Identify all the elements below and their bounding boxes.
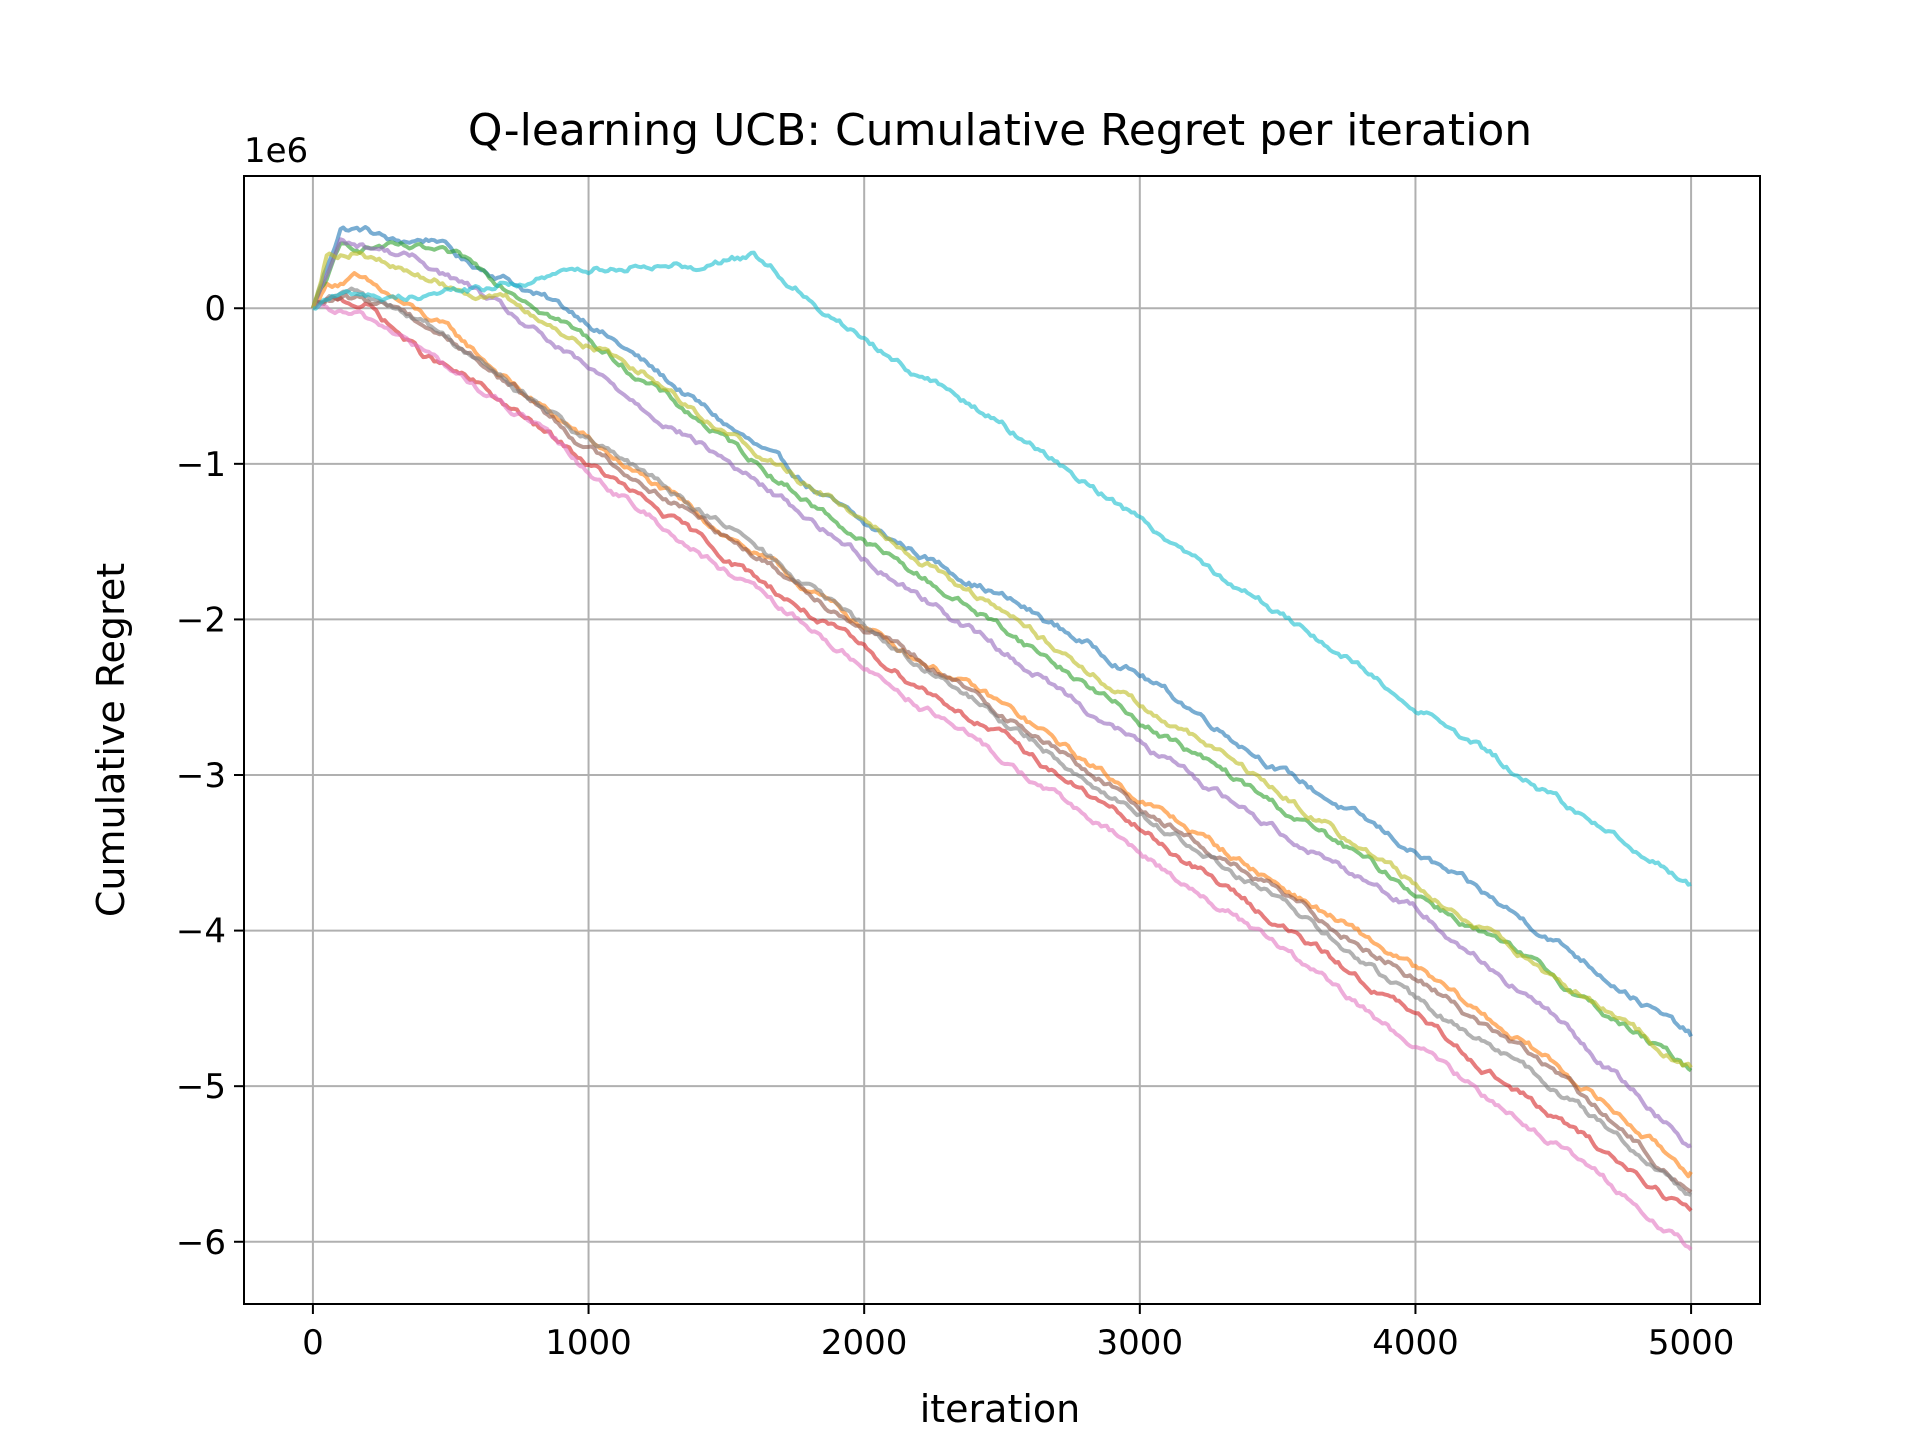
x-tick-label: 5000	[1648, 1323, 1735, 1363]
x-tick-label: 4000	[1372, 1323, 1459, 1363]
x-tick-label: 3000	[1097, 1323, 1184, 1363]
y-tick-label: −4	[176, 912, 226, 952]
x-axis-label: iteration	[920, 1387, 1081, 1431]
y-tick-label: 0	[204, 289, 226, 329]
x-tick-label: 2000	[821, 1323, 908, 1363]
series-line	[311, 294, 1693, 1212]
series-line	[311, 302, 1693, 1251]
x-tick-label: 1000	[545, 1323, 632, 1363]
y-axis-ticks: 0 −1 −2 −3 −4 −5 −6	[176, 289, 244, 1263]
series-line	[311, 286, 1692, 1197]
series-line	[311, 225, 1693, 1038]
x-axis-ticks: 0 1000 2000 3000 4000 5000	[302, 1304, 1734, 1363]
y-tick-label: −3	[176, 756, 226, 796]
y-tick-label: −1	[176, 445, 226, 485]
y-tick-label: −2	[176, 600, 226, 640]
series-line	[310, 250, 1693, 1069]
y-tick-label: −5	[176, 1067, 226, 1107]
y-axis-offset-text: 1e6	[244, 131, 308, 171]
series-lines	[310, 225, 1693, 1251]
grid-lines	[244, 176, 1760, 1304]
series-line	[311, 237, 1692, 1149]
chart-title: Q-learning UCB: Cumulative Regret per it…	[468, 105, 1532, 156]
y-tick-label: −6	[176, 1223, 226, 1263]
x-tick-label: 0	[302, 1323, 324, 1363]
series-line	[312, 250, 1692, 887]
series-line	[311, 271, 1693, 1179]
series-line	[310, 240, 1693, 1073]
plot-area-frame	[243, 175, 1761, 1305]
y-axis-label: Cumulative Regret	[89, 563, 133, 917]
